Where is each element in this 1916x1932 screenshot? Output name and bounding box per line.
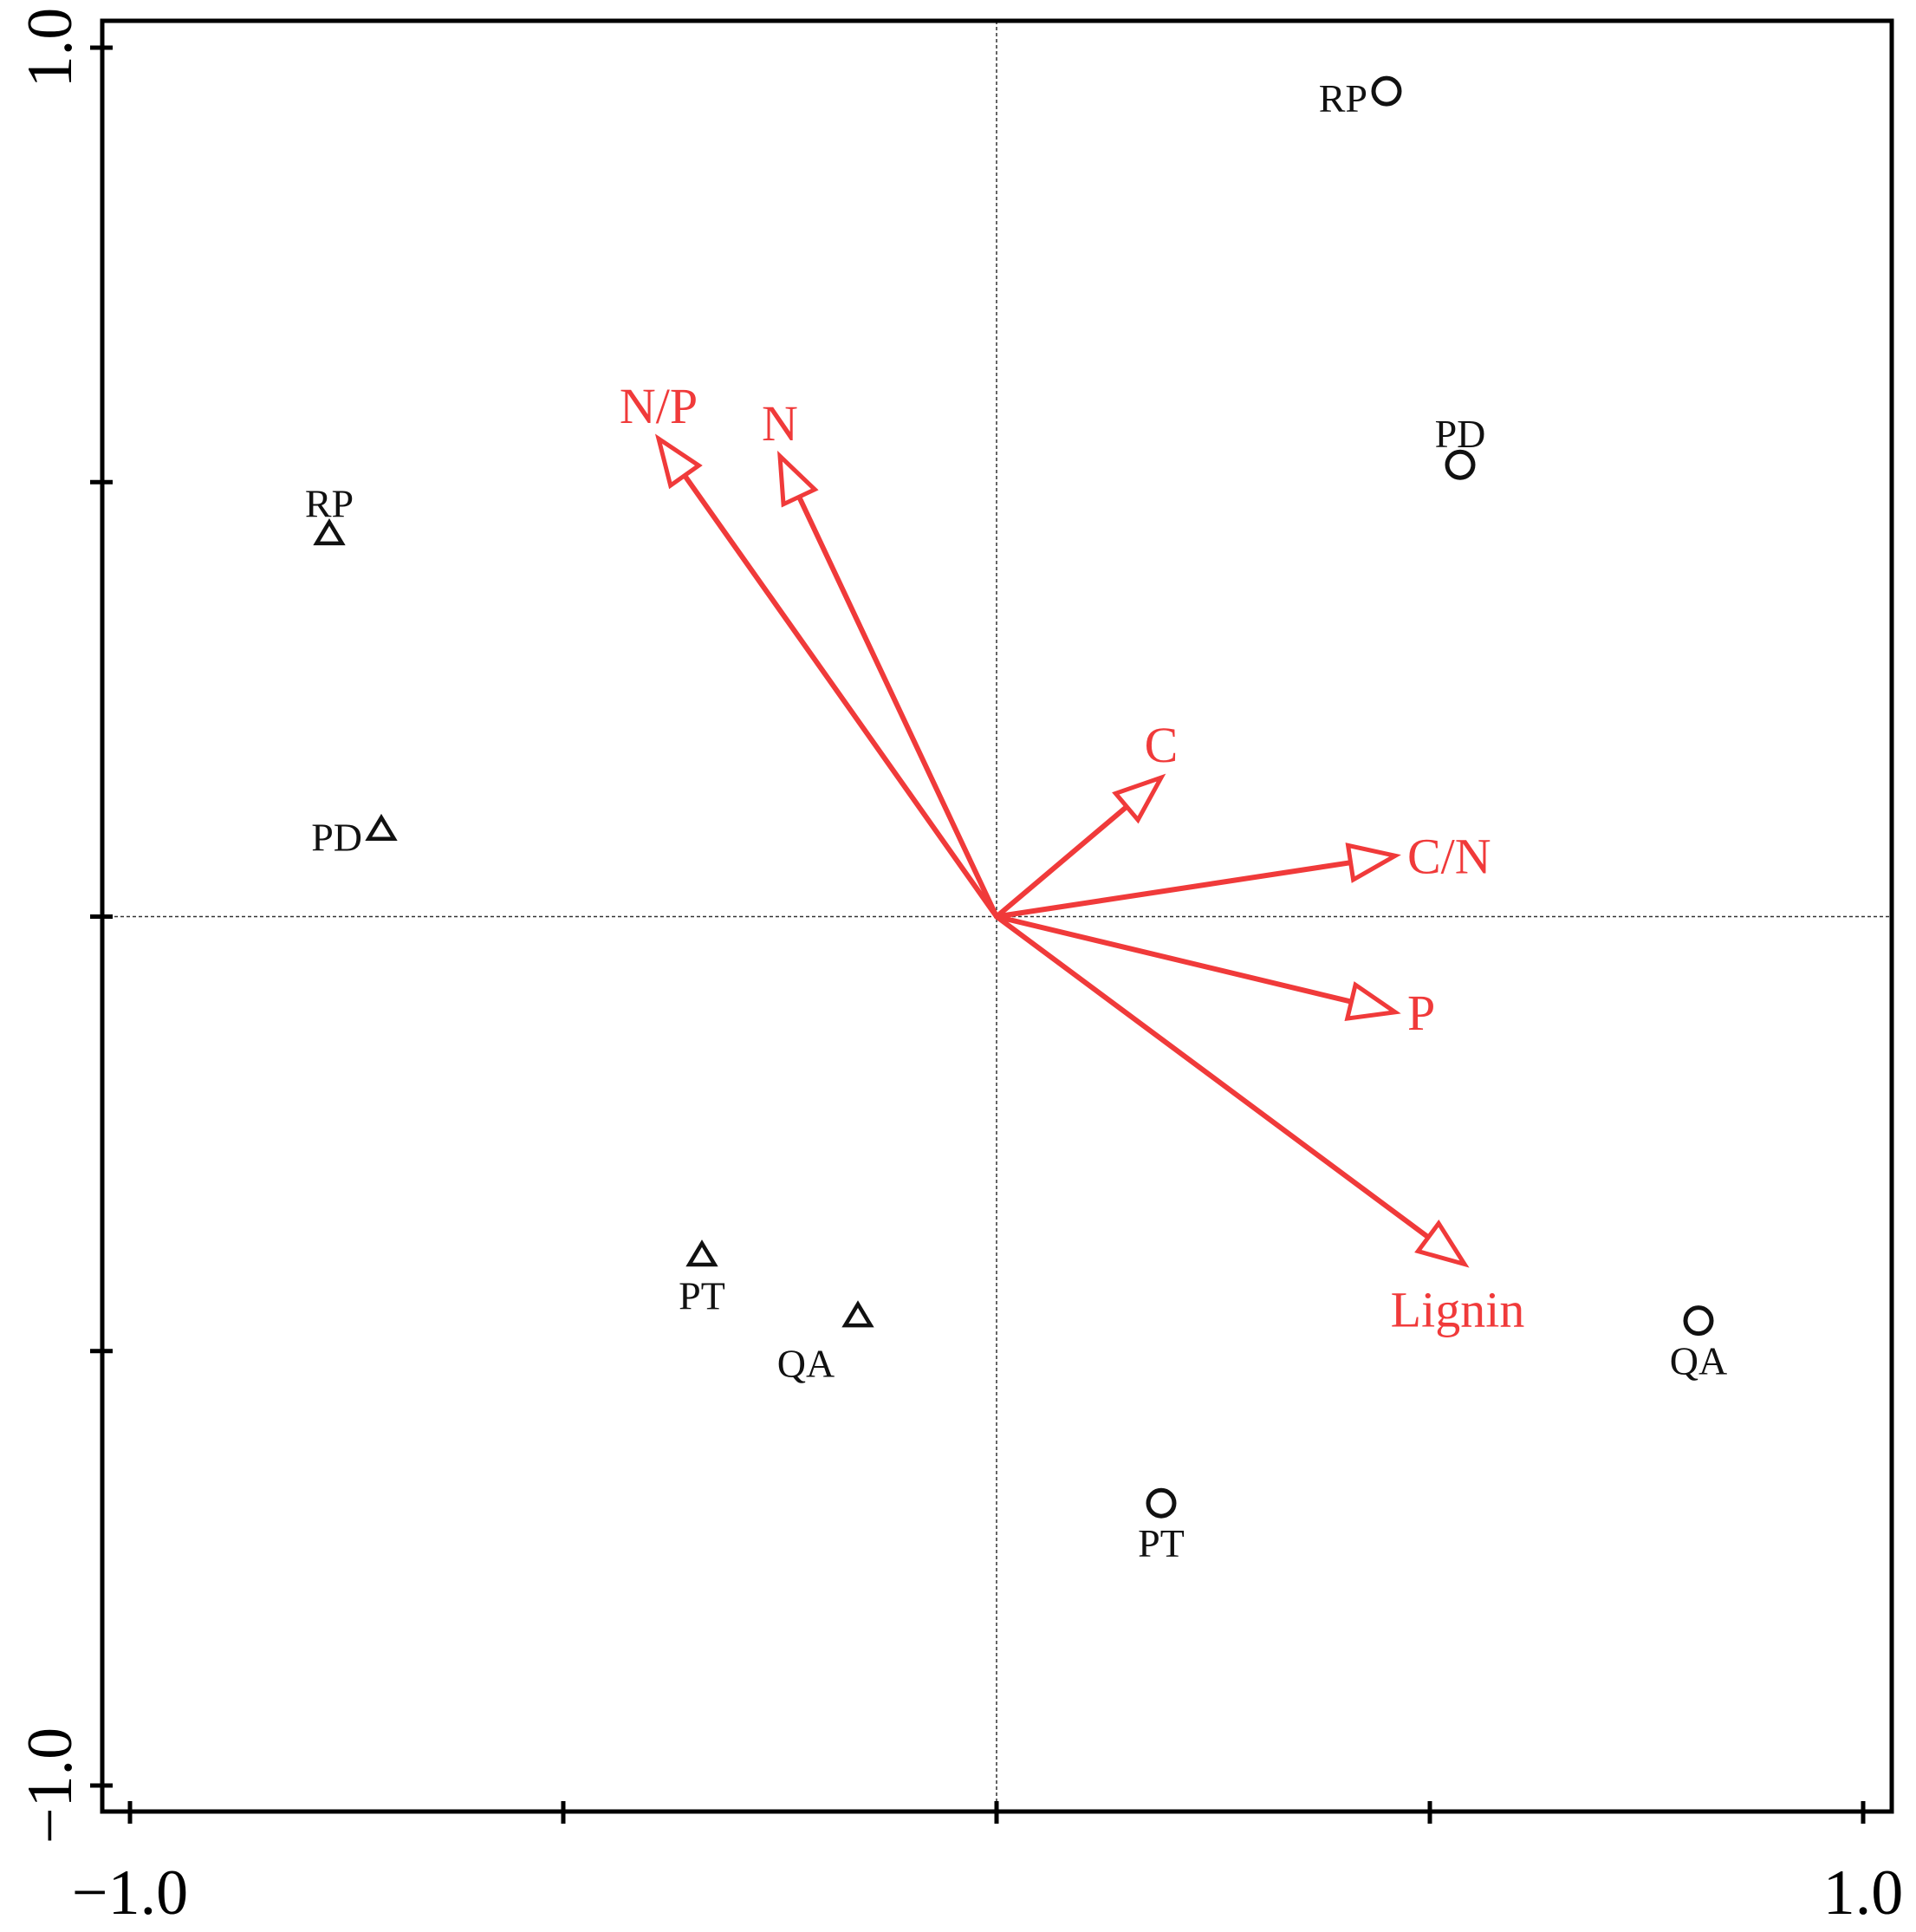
vector-c-line	[994, 803, 1130, 920]
environmental-vectors: N/P N C C/N P Lignin	[620, 378, 1524, 1337]
vector-label-c-n: C/N	[1407, 828, 1491, 884]
circle-point-label-pt: PT	[1138, 1521, 1185, 1565]
vector-label-p: P	[1407, 985, 1435, 1041]
x-tick-label: 1.0	[1823, 1857, 1904, 1929]
vector-label-lignin: Lignin	[1391, 1282, 1525, 1338]
x-tick-label: −1.0	[72, 1857, 188, 1929]
triangle-point-pd	[365, 813, 398, 841]
vector-c-n-arrowhead	[1345, 842, 1401, 883]
circle-point-rp	[1371, 75, 1402, 107]
vector-p-line	[994, 914, 1354, 1005]
circle-point-label-rp: RP	[1319, 76, 1367, 120]
vector-lignin-line	[994, 914, 1432, 1240]
circle-point-label-pd: PD	[1435, 412, 1486, 456]
vector-c-n-line	[994, 860, 1354, 920]
triangle-point-label-pt: PT	[679, 1273, 725, 1317]
sample-points: RP PD PT QA RP PD QA PT	[305, 75, 1727, 1565]
y-tick-label: −1.0	[15, 1727, 86, 1844]
triangle-point-qa	[841, 1300, 874, 1328]
triangle-point-rp	[313, 518, 346, 546]
axis-ticks: −1.0 1.0 1.0 −1.0	[15, 8, 1903, 1929]
circle-point-qa	[1683, 1305, 1714, 1337]
vector-lignin-arrowhead	[1414, 1220, 1470, 1268]
vector-label-c: C	[1145, 717, 1179, 773]
vector-c-arrowhead	[1112, 773, 1166, 824]
vector-label-n: N	[762, 395, 798, 452]
triangle-point-pt	[685, 1239, 718, 1267]
vector-n-arrowhead	[777, 450, 819, 508]
circle-point-label-qa: QA	[1670, 1339, 1727, 1383]
circle-point-pt	[1146, 1487, 1177, 1519]
vector-label-n-p: N/P	[620, 378, 698, 434]
triangle-point-label-qa: QA	[777, 1342, 835, 1386]
vector-n-line	[796, 494, 999, 920]
y-tick-label: 1.0	[15, 8, 86, 88]
vector-n-p-line	[682, 472, 999, 920]
circle-point-pd	[1445, 449, 1476, 480]
triangle-point-label-pd: PD	[311, 815, 362, 859]
vector-n-p-arrowhead	[654, 433, 703, 490]
vector-p-arrowhead	[1344, 981, 1401, 1022]
triangle-point-label-rp: RP	[305, 481, 354, 525]
